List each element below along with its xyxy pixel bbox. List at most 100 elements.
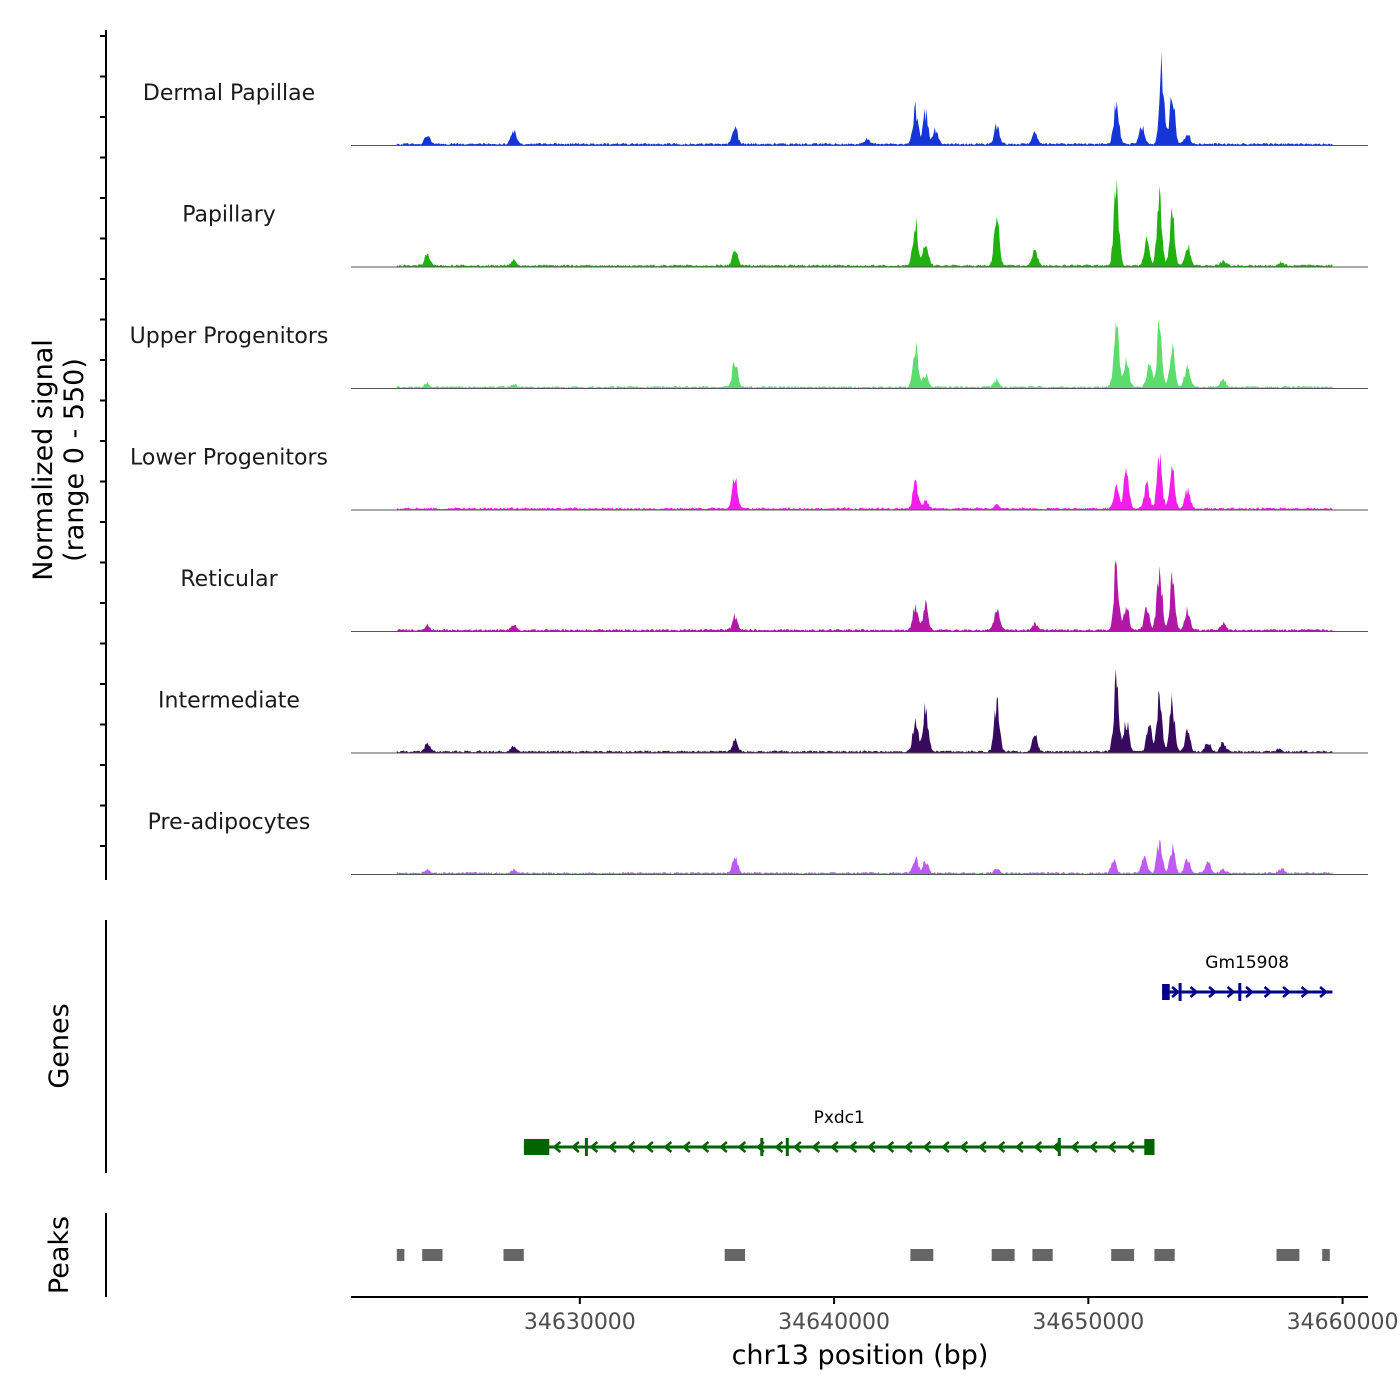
track-papillary: Papillary	[182, 178, 1368, 268]
coverage-tracks: Dermal Papillae Papillary Upper Progenitor…	[130, 52, 1368, 875]
peak-region	[1154, 1249, 1175, 1261]
track-label-dermal-papillae: Dermal Papillae	[143, 81, 315, 106]
gene-exon	[760, 1138, 764, 1156]
y-axis-range: (range 0 - 550)	[59, 358, 90, 562]
genes-axis-title: Genes	[44, 1003, 75, 1088]
track-label-reticular: Reticular	[180, 567, 278, 592]
coverage-area-pre-adipocytes	[396, 839, 1333, 875]
strand-chevron	[607, 1141, 617, 1153]
track-pre-adipocytes: Pre-adipocytes	[148, 810, 1368, 875]
y-axis-title: Normalized signal	[28, 339, 59, 581]
genes-panel: Genes Gm15908 Pxdc1	[44, 920, 1333, 1173]
track-label-lower-progenitors: Lower Progenitors	[130, 446, 328, 471]
peaks-axis-title: Peaks	[44, 1216, 75, 1294]
strand-chevron	[718, 1141, 728, 1153]
peak-region	[1111, 1249, 1135, 1261]
peak-region	[991, 1249, 1015, 1261]
gene-exon	[1162, 984, 1170, 1000]
strand-chevron	[977, 1141, 987, 1153]
strand-chevron	[940, 1141, 950, 1153]
strand-chevron	[663, 1141, 673, 1153]
gene-exon	[785, 1138, 789, 1156]
gene-models: Gm15908 Pxdc1	[523, 953, 1333, 1156]
strand-chevron	[829, 1141, 839, 1153]
strand-chevron	[644, 1141, 654, 1153]
strand-chevron	[552, 1141, 562, 1153]
strand-chevron	[1033, 1141, 1043, 1153]
gene-label-gm15908: Gm15908	[1205, 953, 1289, 973]
coverage-y-ticks	[100, 35, 106, 847]
strand-chevron	[848, 1141, 858, 1153]
strand-chevron	[1245, 986, 1255, 998]
peaks-panel: Peaks	[44, 1213, 1330, 1297]
strand-chevron	[570, 1141, 580, 1153]
track-label-upper-progenitors: Upper Progenitors	[130, 324, 329, 349]
gene-gm15908: Gm15908	[1162, 953, 1333, 1001]
gene-exon	[1144, 1139, 1155, 1155]
x-ticks: 34630000 34640000 34650000 34660000	[524, 1297, 1399, 1335]
strand-chevron	[1070, 1141, 1080, 1153]
strand-chevron	[792, 1141, 802, 1153]
track-intermediate: Intermediate	[158, 668, 1368, 754]
strand-chevron	[903, 1141, 913, 1153]
gene-exon	[584, 1138, 588, 1156]
strand-chevron	[1208, 986, 1218, 998]
peak-region	[910, 1249, 934, 1261]
gene-pxdc1: Pxdc1	[523, 1108, 1155, 1156]
coverage-area-reticular	[396, 559, 1333, 632]
x-tick-label: 34660000	[1287, 1310, 1399, 1335]
peak-region	[724, 1249, 745, 1261]
x-axis-title: chr13 position (bp)	[732, 1340, 989, 1371]
coverage-panel: Dermal Papillae Papillary Upper Progenitor…	[28, 30, 1368, 880]
track-label-pre-adipocytes: Pre-adipocytes	[148, 810, 311, 835]
coverage-area-lower-progenitors	[396, 452, 1333, 510]
strand-chevron	[774, 1141, 784, 1153]
gene-exon	[523, 1139, 550, 1155]
peak-region	[1032, 1249, 1053, 1261]
strand-chevron	[1300, 986, 1310, 998]
strand-chevron	[1088, 1141, 1098, 1153]
strand-chevron	[681, 1141, 691, 1153]
strand-chevron	[1107, 1141, 1117, 1153]
peak-regions	[396, 1249, 1330, 1261]
gene-label-pxdc1: Pxdc1	[814, 1108, 865, 1128]
x-tick-label: 34650000	[1032, 1310, 1144, 1335]
strand-chevron	[626, 1141, 636, 1153]
strand-chevron	[996, 1141, 1006, 1153]
peak-region	[396, 1249, 405, 1261]
strand-chevron	[885, 1141, 895, 1153]
strand-chevron	[1319, 986, 1329, 998]
x-axis: 34630000 34640000 34650000 34660000 chr13 p…	[351, 1296, 1399, 1371]
track-lower-progenitors: Lower Progenitors	[130, 446, 1368, 511]
strand-chevron	[959, 1141, 969, 1153]
coverage-area-dermal-papillae	[396, 52, 1333, 146]
peak-region	[503, 1249, 524, 1261]
track-dermal-papillae: Dermal Papillae	[143, 52, 1368, 146]
coverage-area-intermediate	[396, 668, 1333, 753]
peak-region	[422, 1249, 443, 1261]
gene-exon	[1057, 1138, 1061, 1156]
coverage-area-papillary	[396, 178, 1333, 267]
strand-chevron	[1189, 986, 1199, 998]
strand-chevron	[866, 1141, 876, 1153]
strand-chevron	[589, 1141, 599, 1153]
track-upper-progenitors: Upper Progenitors	[130, 318, 1368, 389]
strand-chevron	[1263, 986, 1273, 998]
strand-chevron	[1282, 986, 1292, 998]
peak-region	[1276, 1249, 1300, 1261]
strand-chevron	[1226, 986, 1236, 998]
gene-exon	[1238, 983, 1242, 1001]
strand-chevron	[1014, 1141, 1024, 1153]
x-tick-label: 34630000	[524, 1310, 636, 1335]
y-axis-title-group: Normalized signal (range 0 - 550)	[28, 339, 90, 581]
track-label-papillary: Papillary	[182, 203, 276, 228]
track-reticular: Reticular	[180, 559, 1368, 632]
strand-chevron	[1125, 1141, 1135, 1153]
gene-exon	[1178, 983, 1182, 1001]
strand-chevron	[700, 1141, 710, 1153]
strand-chevron	[1171, 986, 1181, 998]
strand-chevron	[922, 1141, 932, 1153]
x-tick-label: 34640000	[778, 1310, 890, 1335]
strand-chevron	[811, 1141, 821, 1153]
